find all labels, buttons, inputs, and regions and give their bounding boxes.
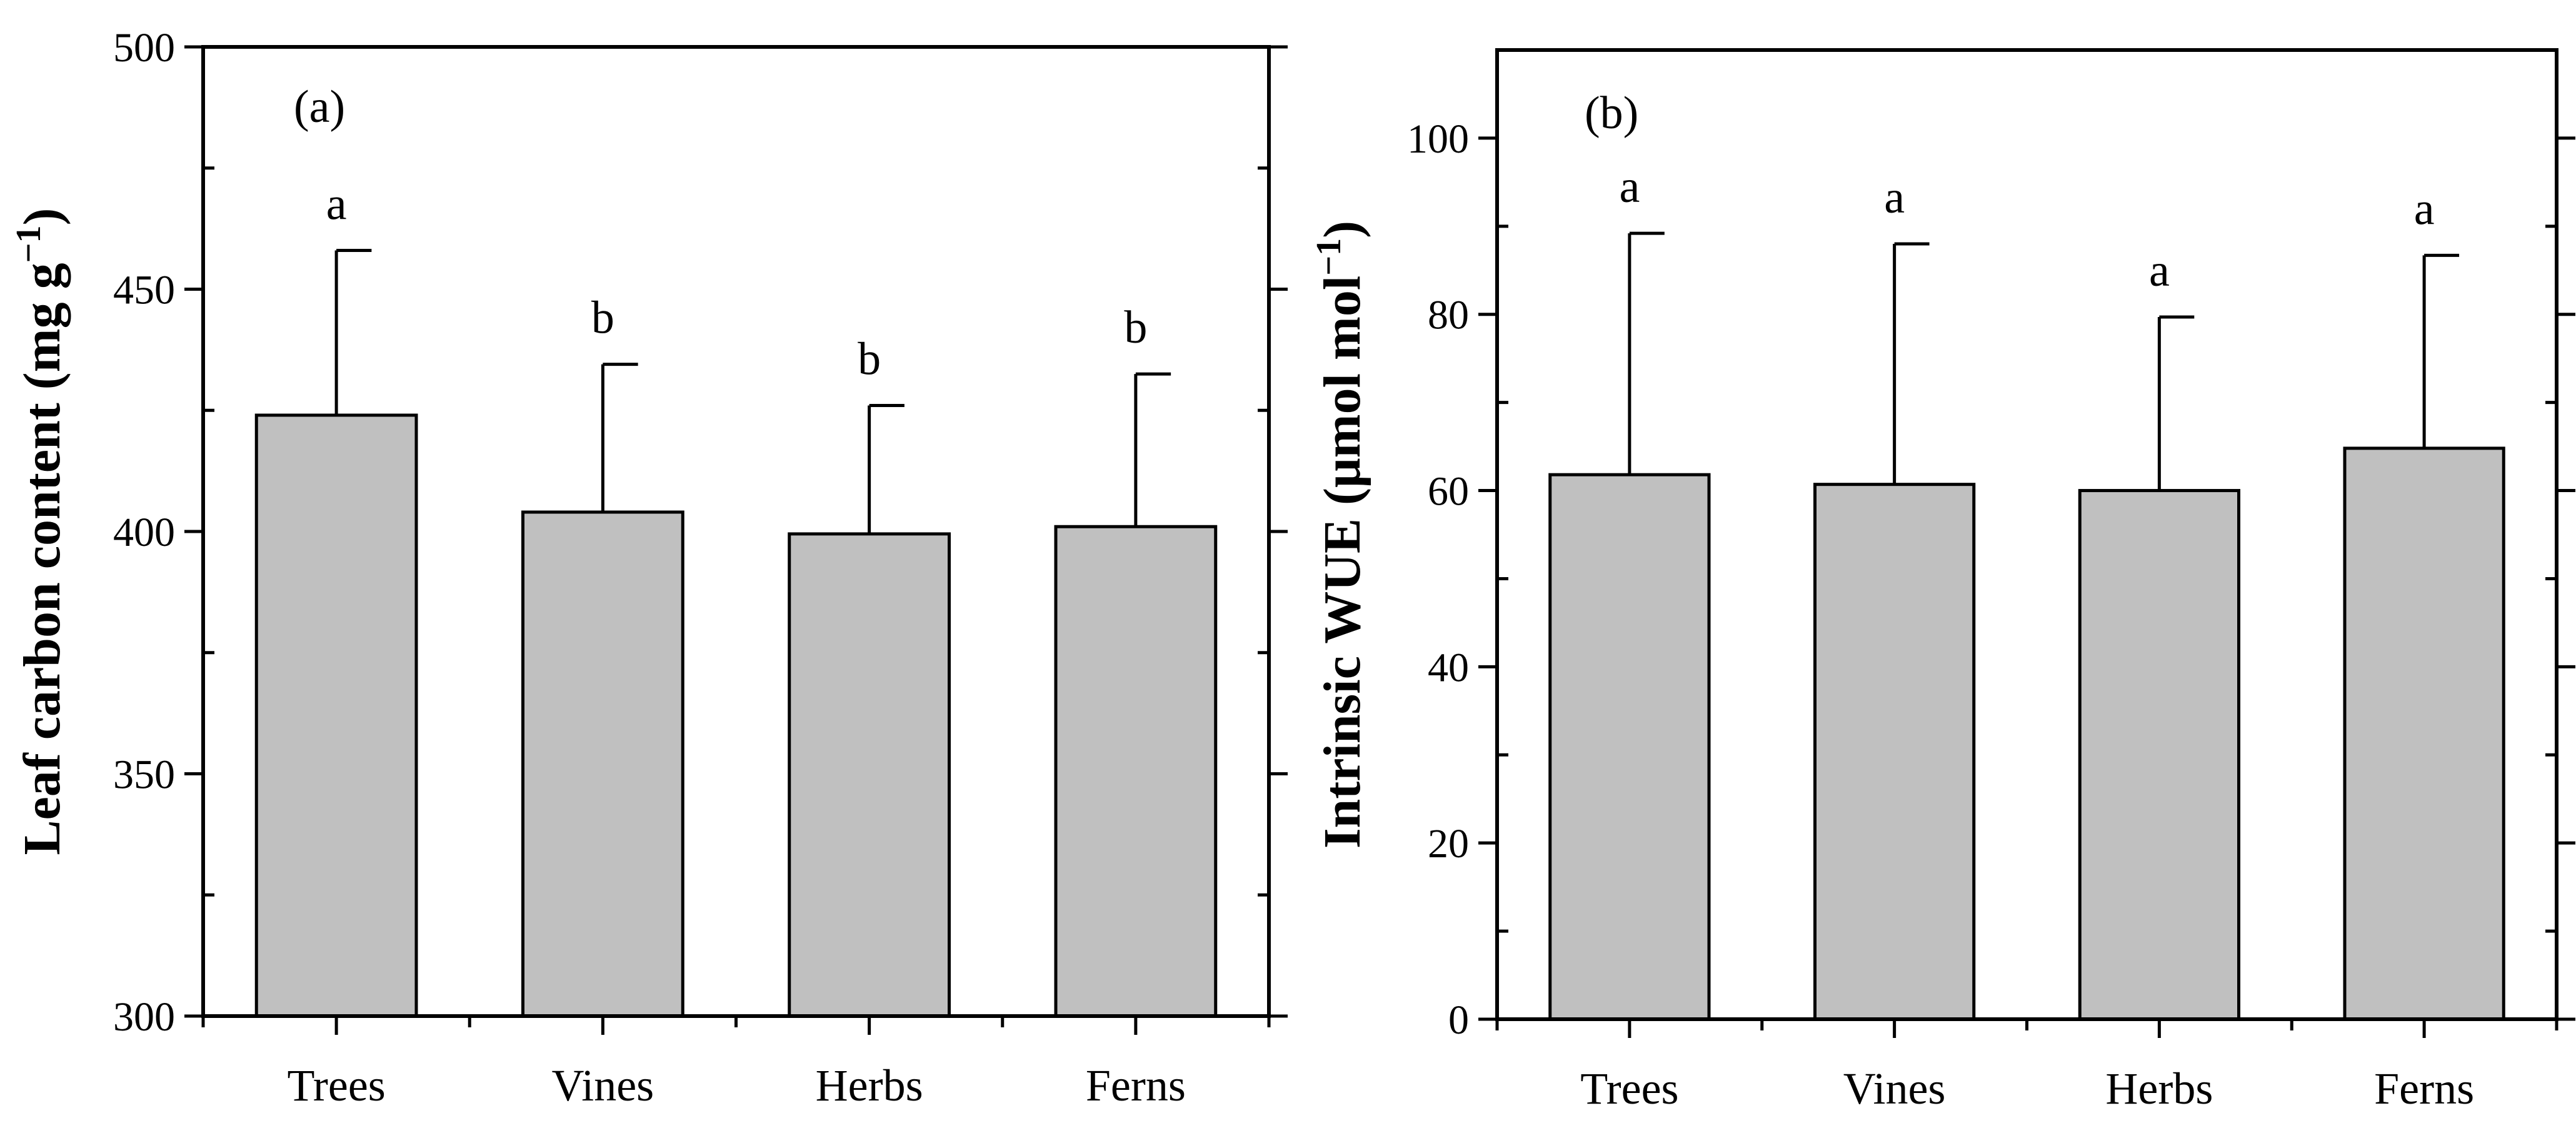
y-tick-label: 40 (1428, 645, 1469, 690)
x-tick-label-ferns: Ferns (1086, 1060, 1186, 1110)
y-tick-label: 100 (1407, 116, 1469, 162)
bar-herbs (2078, 489, 2240, 1021)
x-tick-label-herbs: Herbs (2105, 1064, 2213, 1114)
x-tick-label-ferns: Ferns (2374, 1064, 2474, 1114)
y-tick-label: 60 (1428, 469, 1469, 515)
panel-label: (a) (294, 81, 345, 133)
y-tick-label: 400 (113, 510, 175, 555)
y-tick-label: 0 (1448, 997, 1469, 1043)
bar-vines (521, 510, 684, 1018)
y-axis-title: Leaf carbon content (mg g−1) (9, 208, 71, 855)
x-tick-label-vines: Vines (552, 1060, 654, 1110)
y-axis-title: Intrinsic WUE (μmol mol−1) (1310, 221, 1371, 849)
significance-letter: a (326, 179, 347, 230)
significance-letter: b (591, 293, 614, 344)
significance-letter: b (858, 334, 881, 385)
x-tick-label-trees: Trees (287, 1060, 385, 1110)
significance-letter: a (1884, 172, 1905, 223)
bar-trees (1548, 473, 1711, 1021)
panel-label: (b) (1585, 88, 1638, 139)
significance-letter: b (1124, 302, 1147, 353)
y-tick-label: 80 (1428, 293, 1469, 338)
bar-herbs (788, 532, 951, 1018)
bar-trees (254, 413, 418, 1018)
x-tick-label-herbs: Herbs (816, 1060, 923, 1110)
significance-letter: a (2149, 245, 2170, 296)
x-tick-label-vines: Vines (1843, 1064, 1946, 1114)
panel-b-intrinsic-wue-chart: a a a a 0 20 40 60 80 100 Trees Vines Herbs Ferns (b) I… (1310, 48, 2575, 1114)
bar-ferns (2343, 446, 2505, 1021)
y-tick-label: 450 (113, 268, 175, 313)
y-tick-label: 300 (113, 994, 175, 1040)
y-tick-label: 500 (113, 25, 175, 71)
y-tick-label: 20 (1428, 821, 1469, 867)
bar-vines (1813, 483, 1976, 1021)
x-tick-label-trees: Trees (1580, 1064, 1678, 1114)
y-tick-label: 350 (113, 752, 175, 798)
significance-letter: a (1619, 161, 1640, 213)
panel-a-leaf-carbon-chart: a b b b 300 350 400 450 500 Trees Vines Herbs Ferns (… (9, 25, 1288, 1110)
significance-letter: a (2414, 183, 2435, 234)
bar-ferns (1054, 525, 1218, 1018)
